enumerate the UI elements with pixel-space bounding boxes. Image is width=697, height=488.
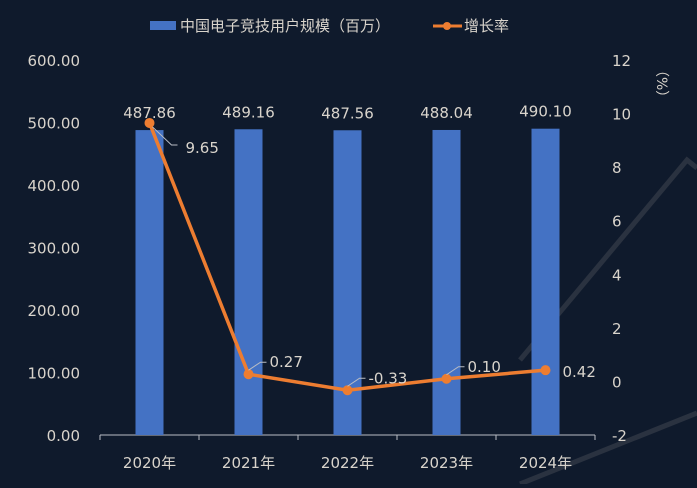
bar <box>234 129 263 435</box>
line-value-label: 9.65 <box>186 139 219 157</box>
leader-line <box>347 377 366 387</box>
growth-rate-marker <box>144 117 155 128</box>
right-tick-label: 0 <box>612 373 622 391</box>
right-tick-label: 6 <box>612 213 622 231</box>
leader-line <box>446 366 465 376</box>
bar-value-label: 488.04 <box>420 104 473 122</box>
bar-value-label: 490.10 <box>519 103 572 121</box>
leader-line <box>152 126 178 146</box>
right-tick-label: -2 <box>612 427 627 445</box>
growth-rate-marker <box>342 385 353 396</box>
bar <box>135 130 164 435</box>
line-value-label: 0.27 <box>270 353 303 371</box>
x-tick-label: 2023年 <box>420 454 473 472</box>
bar <box>531 128 560 435</box>
bar-value-label: 487.86 <box>123 104 176 122</box>
left-tick-label: 0.00 <box>47 427 80 445</box>
bar-value-label: 489.16 <box>222 103 275 121</box>
decorative-lines <box>518 156 697 487</box>
line-value-label: 0.42 <box>563 363 596 381</box>
left-tick-label: 600.00 <box>28 52 81 70</box>
bar-value-label: 487.56 <box>321 104 374 122</box>
growth-rate-marker <box>540 365 551 376</box>
growth-rate-marker <box>243 369 254 380</box>
right-tick-label: 12 <box>612 52 631 70</box>
left-tick-label: 200.00 <box>28 302 81 320</box>
left-tick-label: 100.00 <box>28 365 81 383</box>
x-tick-label: 2022年 <box>321 454 374 472</box>
x-tick-label: 2020年 <box>123 454 176 472</box>
x-tick-label: 2024年 <box>519 454 572 472</box>
growth-rate-marker <box>441 373 452 384</box>
right-tick-label: 4 <box>612 266 622 284</box>
left-tick-label: 500.00 <box>28 115 81 133</box>
right-tick-label: 10 <box>612 106 631 124</box>
leader-line <box>248 361 267 371</box>
line-value-label: 0.10 <box>468 358 501 376</box>
x-tick-label: 2021年 <box>222 454 275 472</box>
line-value-label: -0.33 <box>369 369 408 387</box>
right-axis-label: （%） <box>653 63 669 104</box>
legend-line-label: 增长率 <box>464 17 509 35</box>
left-tick-label: 400.00 <box>28 177 81 195</box>
legend-bar-swatch <box>150 21 176 30</box>
bar <box>333 130 362 435</box>
bar <box>432 129 461 435</box>
legend-bar-label: 中国电子竞技用户规模（百万） <box>180 17 390 35</box>
left-tick-label: 300.00 <box>28 240 81 258</box>
right-tick-label: 8 <box>612 159 622 177</box>
legend: 中国电子竞技用户规模（百万） 增长率 <box>150 17 509 35</box>
legend-line-marker <box>443 22 451 30</box>
right-tick-label: 2 <box>612 320 622 338</box>
